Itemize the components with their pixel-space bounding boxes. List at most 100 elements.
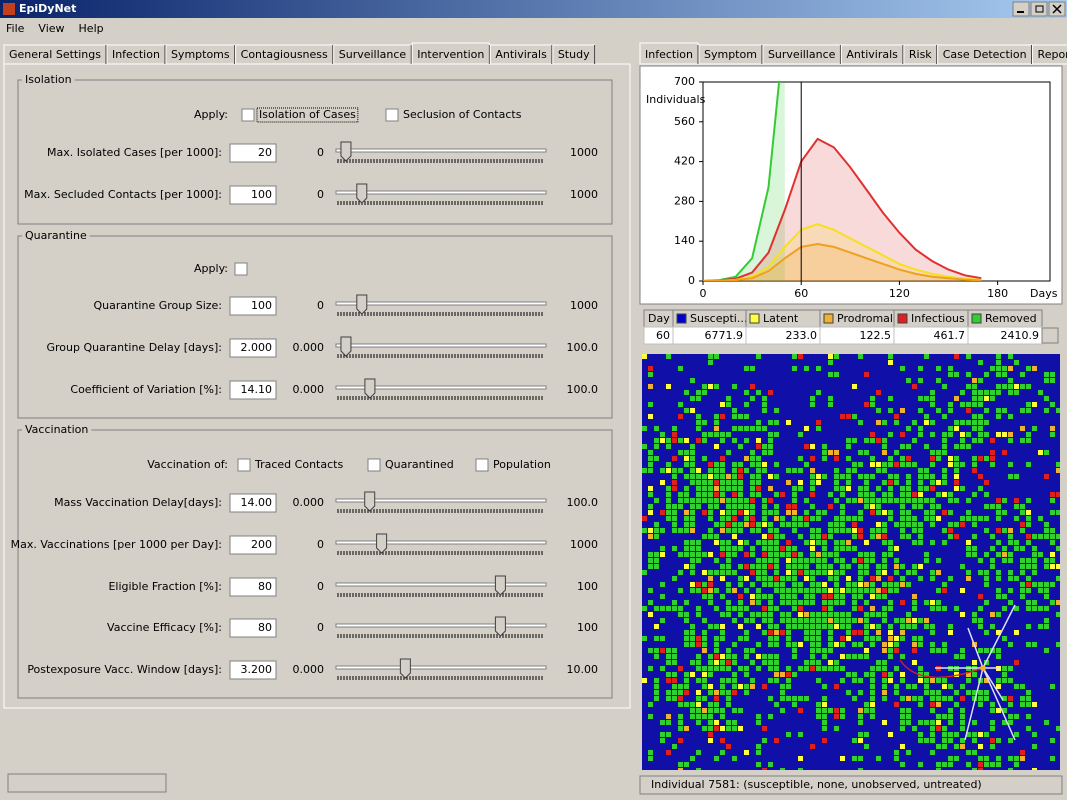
slider-thumb[interactable]: [364, 378, 376, 399]
tab[interactable]: Risk: [903, 44, 938, 65]
field-value[interactable]: 14.10: [241, 383, 273, 396]
selected-individual[interactable]: [980, 665, 986, 671]
slider-ticks: [337, 396, 543, 400]
map-cell: [1008, 696, 1013, 701]
map-cell: [672, 486, 677, 491]
map-cell: [828, 648, 833, 653]
checkbox[interactable]: [367, 458, 381, 472]
map-cell: [774, 558, 779, 563]
map-cell: [990, 546, 995, 551]
field-value[interactable]: 14.00: [241, 496, 273, 509]
menu-item[interactable]: File: [6, 22, 25, 35]
checkbox[interactable]: [475, 458, 489, 472]
slider-thumb[interactable]: [494, 575, 506, 596]
map-cell: [714, 642, 719, 647]
map-cell: [870, 474, 875, 479]
text-field[interactable]: [229, 338, 277, 358]
tab[interactable]: Antivirals: [489, 44, 553, 65]
map-cell: [708, 576, 713, 581]
map-cell: [906, 714, 911, 719]
slider-thumb[interactable]: [340, 336, 352, 357]
slider-thumb[interactable]: [376, 533, 388, 554]
map-cell: [936, 588, 941, 593]
tab[interactable]: Symptoms: [165, 44, 236, 65]
map-cell: [900, 456, 905, 461]
slider-thumb[interactable]: [356, 183, 368, 204]
field-value[interactable]: 100: [251, 188, 272, 201]
map-cell: [708, 690, 713, 695]
map-cell: [762, 552, 767, 557]
text-field[interactable]: [229, 535, 277, 555]
text-field[interactable]: [229, 296, 277, 316]
tab[interactable]: Report: [1032, 44, 1067, 65]
tab[interactable]: Intervention: [411, 42, 490, 65]
text-field[interactable]: [229, 618, 277, 638]
tab[interactable]: Case Detection: [937, 44, 1033, 65]
map-cell: [834, 450, 839, 455]
map-cell: [984, 600, 989, 605]
tab[interactable]: General Settings: [3, 44, 107, 65]
checkbox-label[interactable]: Population: [493, 458, 551, 471]
minimize-button[interactable]: [1012, 1, 1030, 17]
slider-thumb[interactable]: [494, 616, 506, 637]
field-value[interactable]: 200: [251, 538, 272, 551]
map-cell: [810, 552, 815, 557]
slider-thumb[interactable]: [356, 294, 368, 315]
text-field[interactable]: [229, 185, 277, 205]
tab[interactable]: Antivirals: [840, 44, 904, 65]
tab[interactable]: Surveillance: [333, 44, 412, 65]
map-cell: [1044, 558, 1049, 563]
checkbox-label[interactable]: Quarantined: [385, 458, 454, 471]
text-field[interactable]: [229, 143, 277, 163]
map-cell: [714, 468, 719, 473]
tab[interactable]: Contagiousness: [235, 44, 334, 65]
text-field[interactable]: [229, 493, 277, 513]
text-field[interactable]: [229, 380, 277, 400]
field-value[interactable]: 3.200: [241, 663, 273, 676]
checkbox[interactable]: [234, 262, 248, 276]
field-value[interactable]: 20: [258, 146, 272, 159]
map-cell: [648, 486, 653, 491]
tab[interactable]: Infection: [639, 42, 699, 65]
spin-button[interactable]: [1041, 327, 1059, 344]
text-field[interactable]: [229, 577, 277, 597]
field-value[interactable]: 2.000: [241, 341, 273, 354]
slider-ticks: [337, 354, 543, 358]
menu-item[interactable]: View: [38, 22, 64, 35]
map-cell: [846, 516, 851, 521]
tab[interactable]: Study: [552, 44, 596, 65]
field-value[interactable]: 80: [258, 621, 272, 634]
map-cell: [936, 378, 941, 383]
map-cell: [1044, 528, 1049, 533]
map-cell: [792, 468, 797, 473]
checkbox[interactable]: [237, 458, 251, 472]
tab[interactable]: Symptom: [698, 44, 763, 65]
map-cell: [666, 462, 671, 467]
map-cell: [936, 570, 941, 575]
tab[interactable]: Surveillance: [762, 44, 841, 65]
slider-thumb[interactable]: [399, 658, 411, 679]
text-field[interactable]: [229, 660, 277, 680]
map-cell: [870, 714, 875, 719]
map-cell: [1008, 558, 1013, 563]
restore-button[interactable]: [1030, 1, 1048, 17]
checkbox-label[interactable]: Isolation of Cases: [259, 108, 356, 121]
field-value[interactable]: 80: [258, 580, 272, 593]
tab[interactable]: Infection: [106, 44, 166, 65]
map-cell: [738, 612, 743, 617]
menu-item[interactable]: Help: [79, 22, 104, 35]
map-cell: [858, 462, 863, 467]
map-cell: [1038, 624, 1043, 629]
checkbox-label[interactable]: Seclusion of Contacts: [403, 108, 522, 121]
map-cell: [900, 582, 905, 587]
checkbox[interactable]: [241, 108, 255, 122]
map-cell: [1026, 558, 1031, 563]
checkbox-label[interactable]: Traced Contacts: [254, 458, 343, 471]
field-value[interactable]: 100: [251, 299, 272, 312]
map-cell: [876, 570, 881, 575]
checkbox[interactable]: [385, 108, 399, 122]
map-cell: [732, 708, 737, 713]
slider-thumb[interactable]: [364, 491, 376, 512]
map-cell: [834, 372, 839, 377]
slider-thumb[interactable]: [340, 141, 352, 162]
